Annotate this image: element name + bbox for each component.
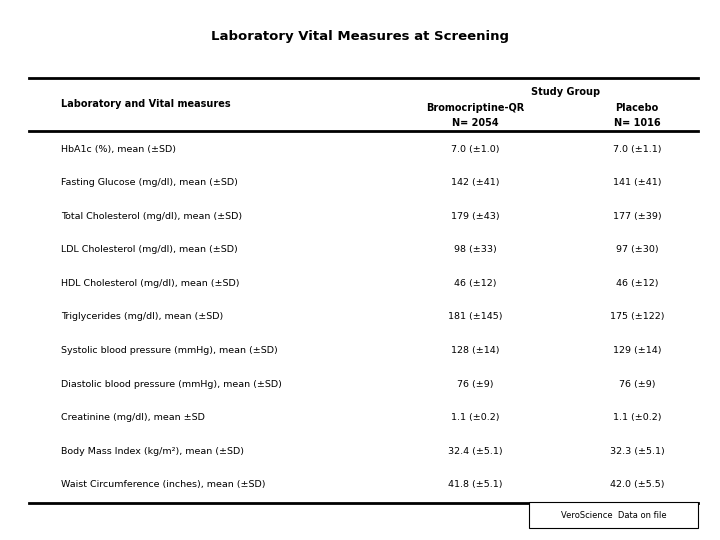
Text: HbA1c (%), mean (±SD): HbA1c (%), mean (±SD) bbox=[61, 145, 176, 153]
Text: Body Mass Index (kg/m²), mean (±SD): Body Mass Index (kg/m²), mean (±SD) bbox=[61, 447, 244, 456]
Text: Diastolic blood pressure (mmHg), mean (±SD): Diastolic blood pressure (mmHg), mean (±… bbox=[61, 380, 282, 389]
Text: 76 (±9): 76 (±9) bbox=[457, 380, 493, 389]
Text: VeroScience  Data on file: VeroScience Data on file bbox=[561, 511, 667, 519]
Text: 177 (±39): 177 (±39) bbox=[613, 212, 662, 221]
Text: 98 (±33): 98 (±33) bbox=[454, 245, 497, 254]
Text: 179 (±43): 179 (±43) bbox=[451, 212, 500, 221]
Text: 32.3 (±5.1): 32.3 (±5.1) bbox=[610, 447, 665, 456]
Text: Fasting Glucose (mg/dl), mean (±SD): Fasting Glucose (mg/dl), mean (±SD) bbox=[61, 178, 238, 187]
Text: Laboratory Vital Measures at Screening: Laboratory Vital Measures at Screening bbox=[211, 30, 509, 43]
FancyBboxPatch shape bbox=[529, 502, 698, 528]
Text: 46 (±12): 46 (±12) bbox=[616, 279, 659, 288]
Text: Systolic blood pressure (mmHg), mean (±SD): Systolic blood pressure (mmHg), mean (±S… bbox=[61, 346, 278, 355]
Text: Bromocriptine-QR: Bromocriptine-QR bbox=[426, 103, 524, 113]
Text: 141 (±41): 141 (±41) bbox=[613, 178, 662, 187]
Text: 129 (±14): 129 (±14) bbox=[613, 346, 662, 355]
Text: 76 (±9): 76 (±9) bbox=[619, 380, 655, 389]
Text: 1.1 (±0.2): 1.1 (±0.2) bbox=[613, 413, 662, 422]
Text: 97 (±30): 97 (±30) bbox=[616, 245, 659, 254]
Text: Creatinine (mg/dl), mean ±SD: Creatinine (mg/dl), mean ±SD bbox=[61, 413, 205, 422]
Text: 42.0 (±5.5): 42.0 (±5.5) bbox=[610, 481, 665, 489]
Text: 7.0 (±1.1): 7.0 (±1.1) bbox=[613, 145, 662, 153]
Text: N= 2054: N= 2054 bbox=[452, 118, 498, 128]
Text: 181 (±145): 181 (±145) bbox=[448, 313, 503, 321]
Text: 41.8 (±5.1): 41.8 (±5.1) bbox=[448, 481, 503, 489]
Text: 142 (±41): 142 (±41) bbox=[451, 178, 500, 187]
Text: HDL Cholesterol (mg/dl), mean (±SD): HDL Cholesterol (mg/dl), mean (±SD) bbox=[61, 279, 240, 288]
Text: Study Group: Study Group bbox=[531, 87, 600, 97]
Text: 1.1 (±0.2): 1.1 (±0.2) bbox=[451, 413, 500, 422]
Text: 7.0 (±1.0): 7.0 (±1.0) bbox=[451, 145, 500, 153]
Text: 175 (±122): 175 (±122) bbox=[610, 313, 665, 321]
Text: Triglycerides (mg/dl), mean (±SD): Triglycerides (mg/dl), mean (±SD) bbox=[61, 313, 223, 321]
Text: Laboratory and Vital measures: Laboratory and Vital measures bbox=[61, 99, 231, 110]
Text: Waist Circumference (inches), mean (±SD): Waist Circumference (inches), mean (±SD) bbox=[61, 481, 266, 489]
Text: 46 (±12): 46 (±12) bbox=[454, 279, 497, 288]
Text: N= 1016: N= 1016 bbox=[614, 118, 660, 128]
Text: 128 (±14): 128 (±14) bbox=[451, 346, 500, 355]
Text: 32.4 (±5.1): 32.4 (±5.1) bbox=[448, 447, 503, 456]
Text: Total Cholesterol (mg/dl), mean (±SD): Total Cholesterol (mg/dl), mean (±SD) bbox=[61, 212, 243, 221]
Text: Placebo: Placebo bbox=[616, 103, 659, 113]
Text: LDL Cholesterol (mg/dl), mean (±SD): LDL Cholesterol (mg/dl), mean (±SD) bbox=[61, 245, 238, 254]
